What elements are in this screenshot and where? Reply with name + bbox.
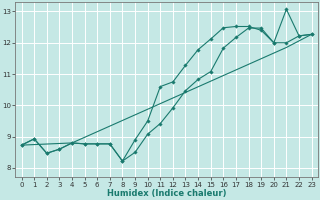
X-axis label: Humidex (Indice chaleur): Humidex (Indice chaleur) — [107, 189, 226, 198]
